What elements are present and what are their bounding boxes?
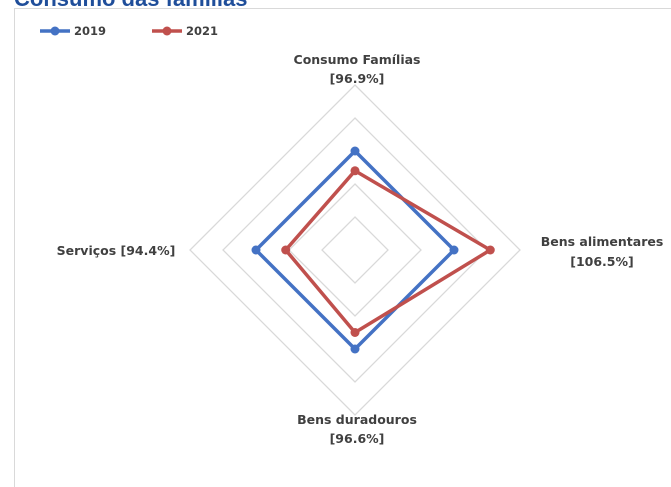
data-point-2021-1 (350, 166, 360, 176)
page-title: Consumo das famílias (14, 0, 248, 12)
legend-label-2021: 2021 (186, 24, 218, 38)
chart-area-border (14, 8, 671, 487)
axis-label-4: Serviços [94.4%] (57, 243, 176, 258)
data-point-2021-4 (281, 245, 291, 255)
axis-value-1: [96.9%] (330, 71, 385, 86)
legend-label-2019: 2019 (74, 24, 106, 38)
grid-ring-2 (288, 183, 422, 317)
legend-item-2021: 2021 (152, 24, 218, 38)
data-point-2021-3 (350, 328, 360, 337)
axis-value-3: [96.6%] (330, 431, 385, 446)
grid-ring-5 (189, 84, 521, 416)
data-point-2019-2 (449, 245, 459, 255)
grid-ring-1 (321, 216, 389, 284)
legend-marker-2021 (162, 26, 172, 36)
axis-label-1: Consumo Famílias (294, 52, 421, 67)
axis-value-2: [106.5%] (570, 254, 634, 269)
axis-label-2: Bens alimentares (541, 234, 664, 249)
data-point-2019-1 (350, 146, 360, 156)
legend-item-2019: 2019 (40, 24, 106, 38)
data-point-2021-2 (485, 245, 495, 255)
grid-ring-4 (222, 117, 488, 383)
legend-marker-2019 (50, 26, 60, 36)
data-point-2019-4 (251, 245, 261, 255)
axis-label-3: Bens duradouros (297, 412, 417, 427)
data-point-2019-3 (350, 344, 360, 354)
